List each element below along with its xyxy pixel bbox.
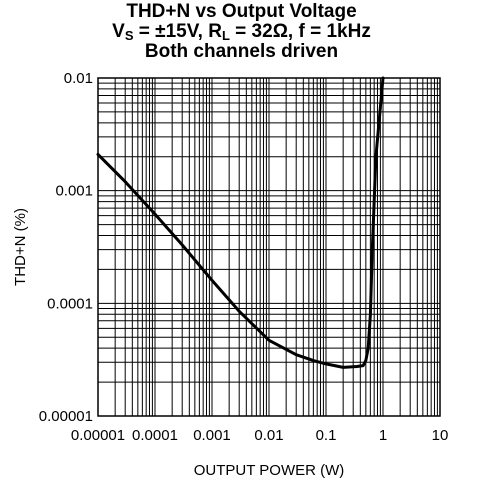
x-tick-label: 10 <box>432 427 449 444</box>
subtitle-subscript: L <box>221 28 230 43</box>
y-tick-label: 0.0001 <box>47 295 93 312</box>
x-tick-label: 0.001 <box>193 427 231 444</box>
subtitle-part: V <box>112 21 125 42</box>
x-tick-label: 0.00001 <box>71 427 125 444</box>
grid <box>98 78 440 416</box>
x-tick-label: 0.01 <box>254 427 283 444</box>
x-tick-label: 0.0001 <box>132 427 178 444</box>
chart-title: THD+N vs Output Voltage <box>126 1 357 22</box>
y-tick-label: 0.00001 <box>39 408 93 425</box>
series-line <box>96 76 385 369</box>
subtitle-part: = 32Ω, f = 1kHz <box>229 21 371 42</box>
y-tick-labels: 0.01 0.001 0.0001 0.00001 <box>39 70 93 425</box>
plot-frame <box>97 77 441 417</box>
x-axis-label: OUTPUT POWER (W) <box>194 462 345 479</box>
x-tick-labels: 0.00001 0.0001 0.001 0.01 0.1 1 10 <box>71 427 448 444</box>
y-axis-label: THD+N (%) <box>12 208 29 286</box>
subtitle-part: = ±15V, R <box>133 21 222 42</box>
y-tick-label: 0.001 <box>55 183 93 200</box>
x-tick-label: 1 <box>379 427 387 444</box>
y-tick-label: 0.01 <box>64 70 93 87</box>
subtitle-subscript: S <box>124 28 134 43</box>
x-tick-label: 0.1 <box>316 427 337 444</box>
chart-subtitle-conditions: VS = ±15V, RL = 32Ω, f = 1kHz <box>0 21 483 43</box>
chart-subtitle-drive: Both channels driven <box>144 41 339 62</box>
